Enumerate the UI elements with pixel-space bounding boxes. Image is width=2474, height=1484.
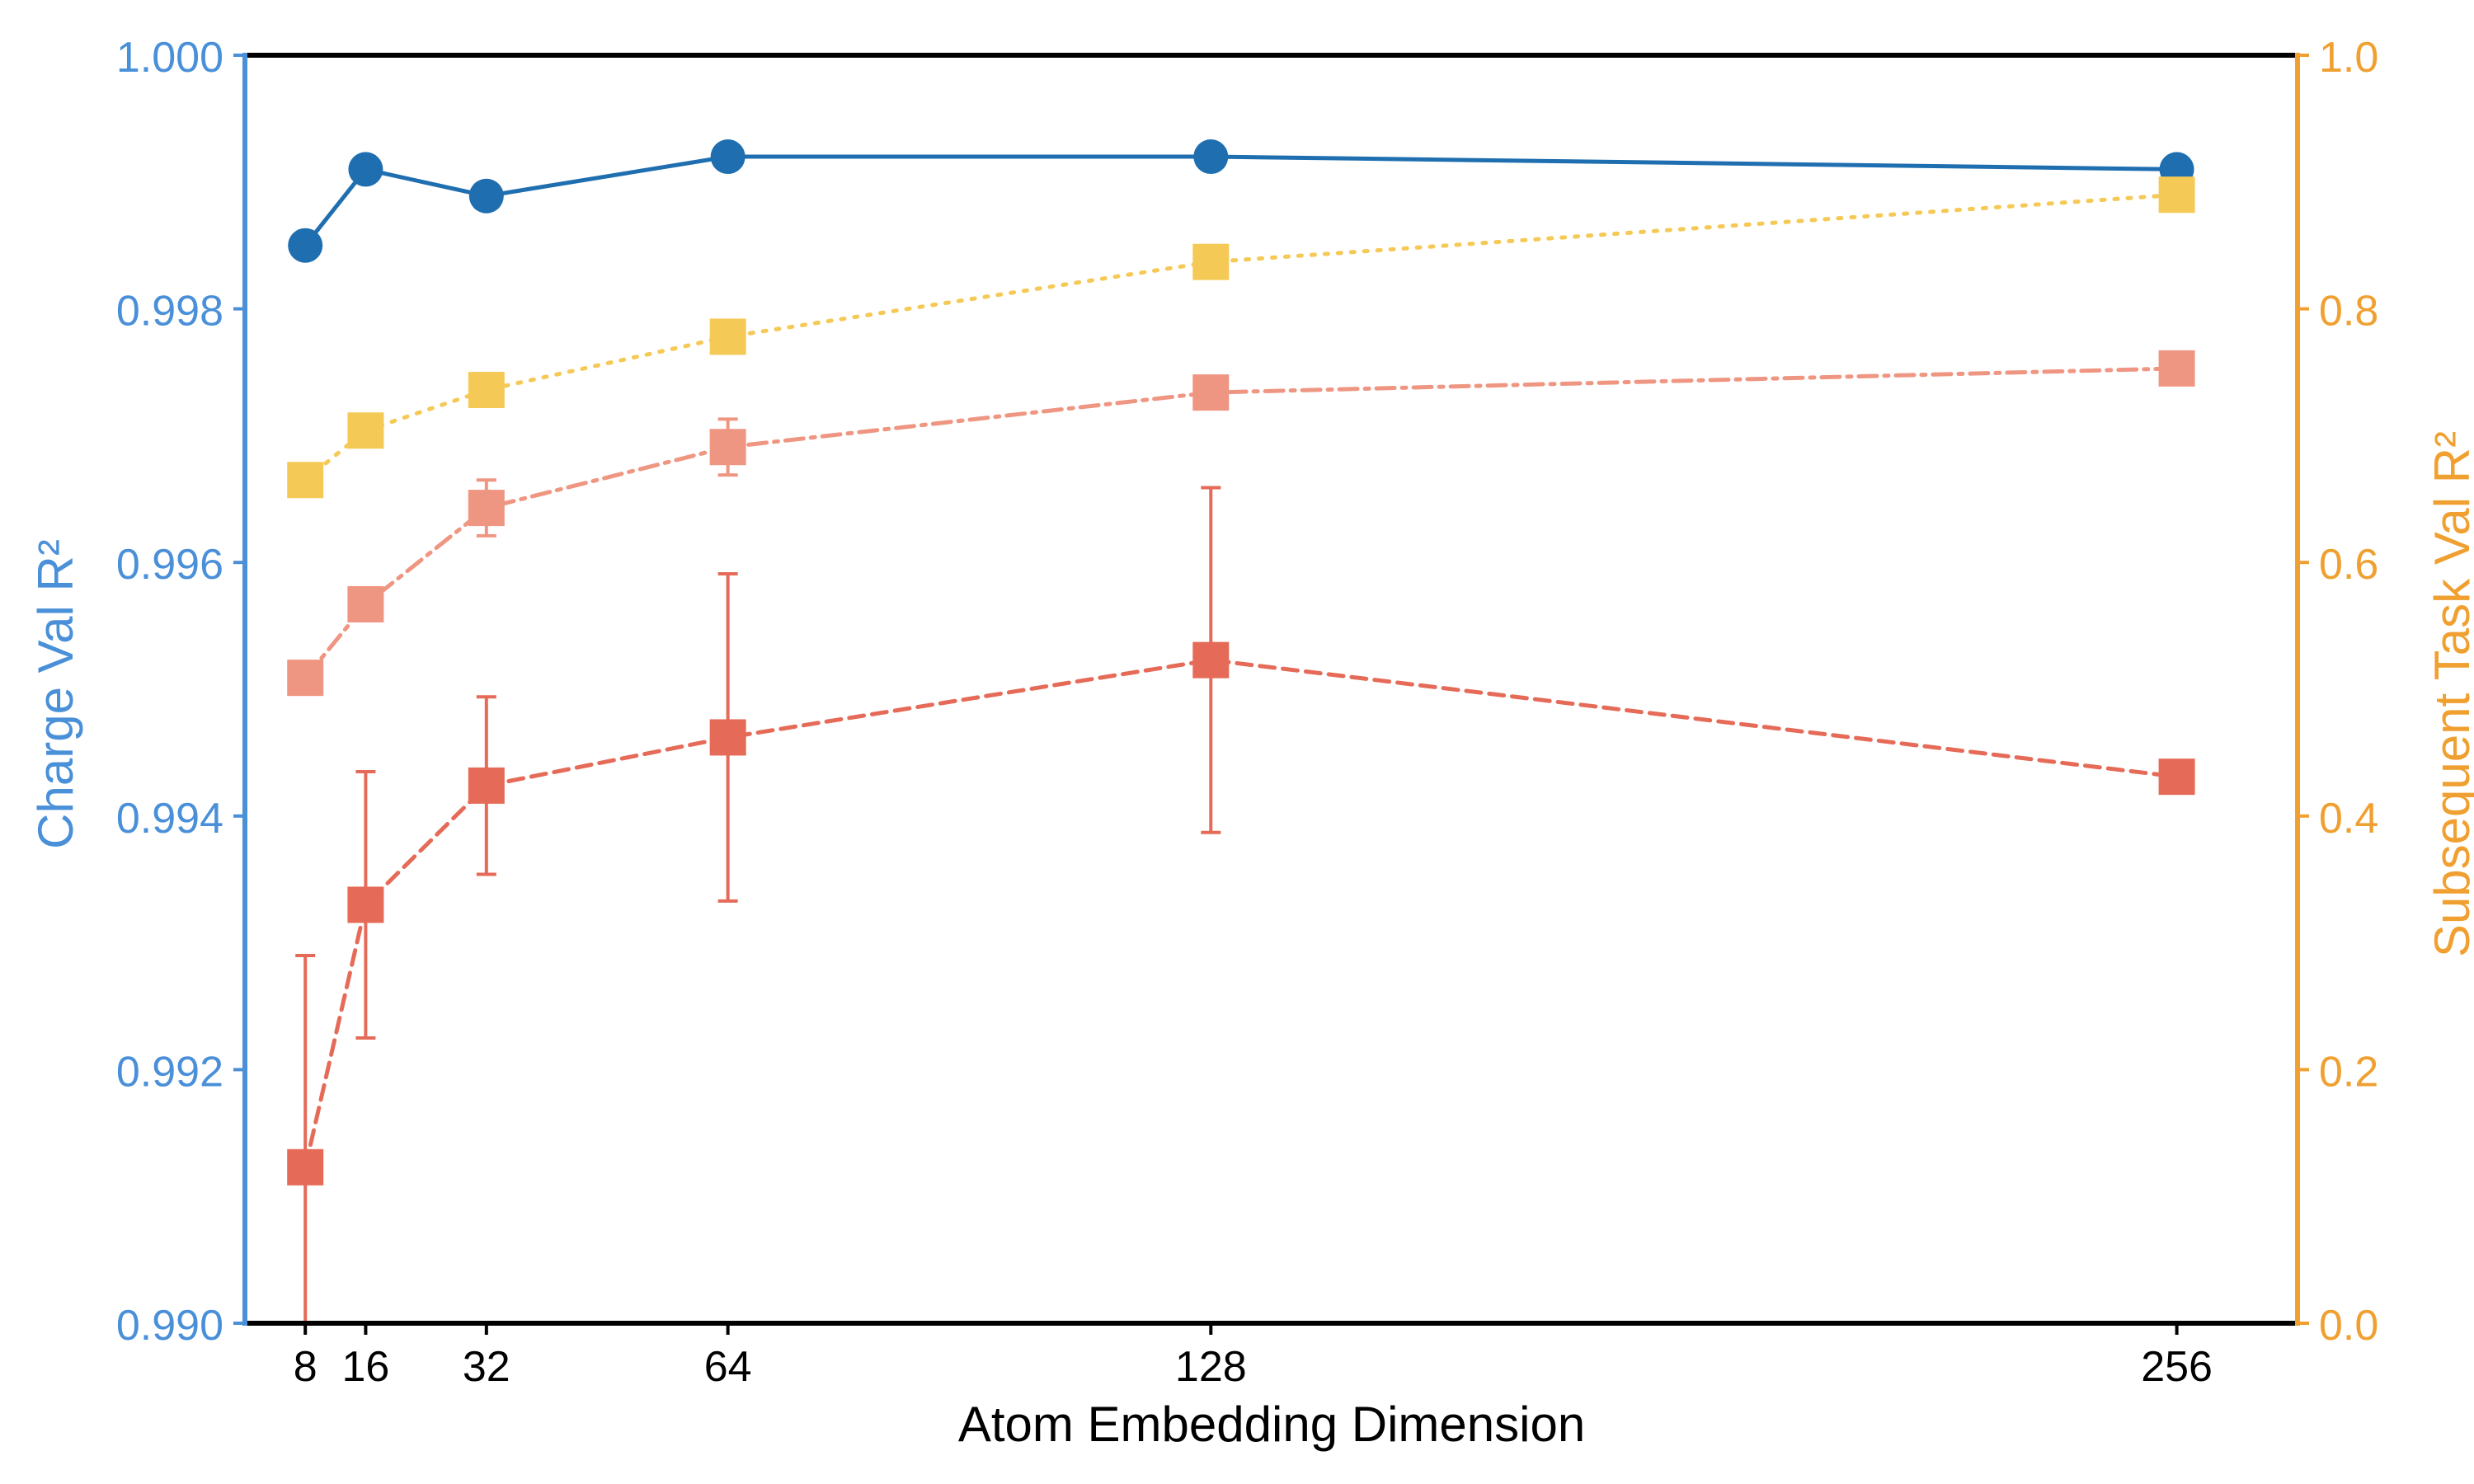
y-left-tick-label: 0.998	[116, 288, 223, 336]
data-point	[709, 318, 746, 355]
data-point	[1192, 243, 1230, 280]
data-point	[468, 490, 505, 527]
y-left-tick-label: 0.994	[116, 795, 223, 843]
data-point	[468, 178, 504, 214]
y-right-tick-label: 0.8	[2319, 288, 2378, 336]
data-point	[347, 585, 384, 622]
data-point	[1192, 374, 1230, 411]
data-point	[1192, 641, 1230, 679]
x-tick-label: 64	[704, 1343, 752, 1391]
data-point	[2158, 350, 2195, 387]
data-point	[468, 372, 505, 409]
ticks: 0.990 0.992 0.994 0.996 0.998 1.000 0.0 0.2 0.4 0…	[116, 34, 2378, 1391]
y-right-tick-label: 0.6	[2319, 541, 2378, 589]
y-right-tick-label: 0.4	[2319, 795, 2378, 843]
y-right-tick-label: 1.0	[2319, 34, 2378, 82]
data-point	[709, 429, 746, 466]
y-left-tick-label: 0.996	[116, 541, 223, 589]
series-line-3	[303, 658, 2180, 1170]
data-point	[710, 139, 745, 175]
y-right-tick-label: 0.2	[2319, 1048, 2378, 1096]
data-point	[347, 886, 384, 923]
data-point	[2158, 758, 2195, 796]
y-left-tick-label: 0.992	[116, 1048, 223, 1096]
y-axis-right-label: Subsequent Task Val R²	[2425, 431, 2474, 957]
data-point	[287, 660, 324, 697]
data-point	[288, 228, 323, 263]
y-left-tick-label: 1.000	[116, 34, 223, 82]
data-point	[2158, 176, 2195, 214]
series-markers	[287, 139, 2195, 1186]
series-line-1	[303, 192, 2180, 482]
x-tick-label: 8	[294, 1343, 317, 1391]
data-point	[287, 462, 324, 499]
data-point	[287, 1148, 324, 1186]
data-point	[468, 767, 505, 804]
data-point	[1193, 139, 1229, 175]
x-tick-label: 32	[463, 1343, 510, 1391]
x-axis-label: Atom Embedding Dimension	[958, 1397, 1585, 1452]
x-tick-label: 16	[341, 1343, 389, 1391]
series-line-2	[303, 366, 2180, 680]
axes	[242, 53, 2300, 1326]
error-bars	[295, 417, 2187, 1323]
data-point	[709, 719, 746, 756]
y-right-tick-label: 0.0	[2319, 1302, 2378, 1350]
data-point	[347, 412, 384, 449]
x-tick-label: 256	[2141, 1343, 2213, 1391]
y-left-tick-label: 0.990	[116, 1302, 223, 1350]
series-lines	[303, 154, 2180, 1170]
series-line-0	[303, 154, 2180, 248]
y-axis-left-label: Charge Val R²	[28, 539, 83, 849]
x-tick-label: 128	[1175, 1343, 1247, 1391]
data-point	[348, 152, 383, 187]
